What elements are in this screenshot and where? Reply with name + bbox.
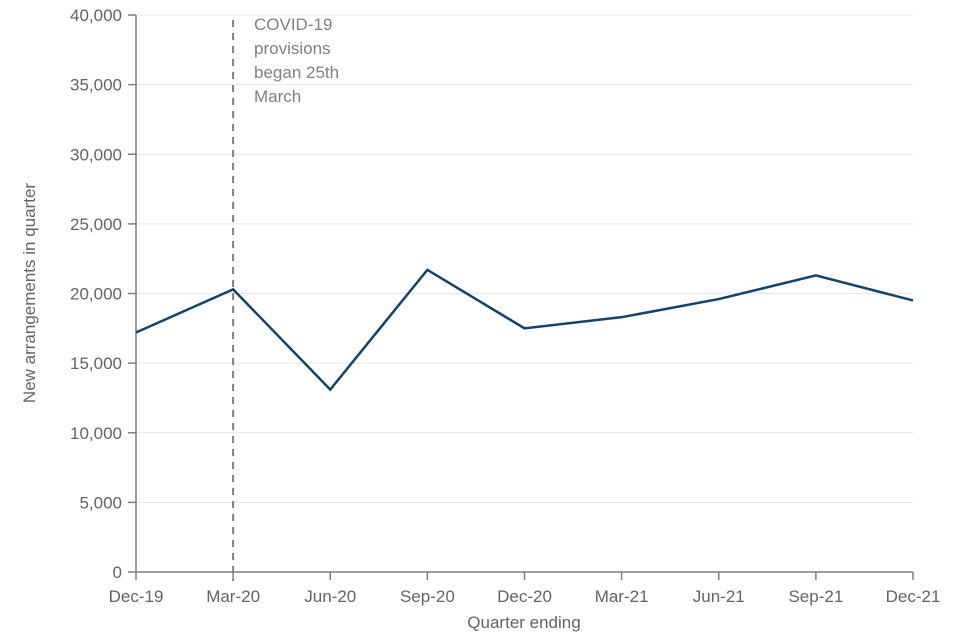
- x-tick-label: Dec-20: [497, 587, 552, 606]
- y-tick-label: 0: [113, 563, 122, 582]
- y-tick-label: 40,000: [70, 6, 122, 25]
- annotation-line: began 25th: [254, 63, 340, 82]
- y-axis-title: New arrangements in quarter: [20, 182, 39, 404]
- x-tick-label: Mar-20: [206, 587, 260, 606]
- x-tick-label: Dec-19: [109, 587, 164, 606]
- annotation-line: March: [254, 87, 302, 106]
- y-tick-label: 35,000: [70, 76, 122, 95]
- y-tick-label: 30,000: [70, 145, 122, 164]
- x-tick-label: Mar-21: [595, 587, 649, 606]
- x-tick-label: Jun-20: [304, 587, 356, 606]
- x-tick-label: Sep-21: [788, 587, 843, 606]
- data-line-new-arrangements: [135, 268, 914, 392]
- y-tick-label: 15,000: [70, 354, 122, 373]
- y-tick-label: 20,000: [70, 285, 122, 304]
- x-tick-label: Dec-21: [886, 587, 941, 606]
- y-tick-label: 10,000: [70, 424, 122, 443]
- x-axis-title: Quarter ending: [467, 613, 581, 632]
- x-tick-label: Jun-21: [693, 587, 745, 606]
- annotation-line: provisions: [254, 39, 331, 58]
- annotation-line: COVID-19: [254, 15, 333, 34]
- annotation-covid: COVID-19 provisions began 25th March: [254, 13, 374, 109]
- x-tick-label: Sep-20: [400, 587, 455, 606]
- y-tick-label: 25,000: [70, 215, 122, 234]
- y-tick-label: 5,000: [79, 493, 122, 512]
